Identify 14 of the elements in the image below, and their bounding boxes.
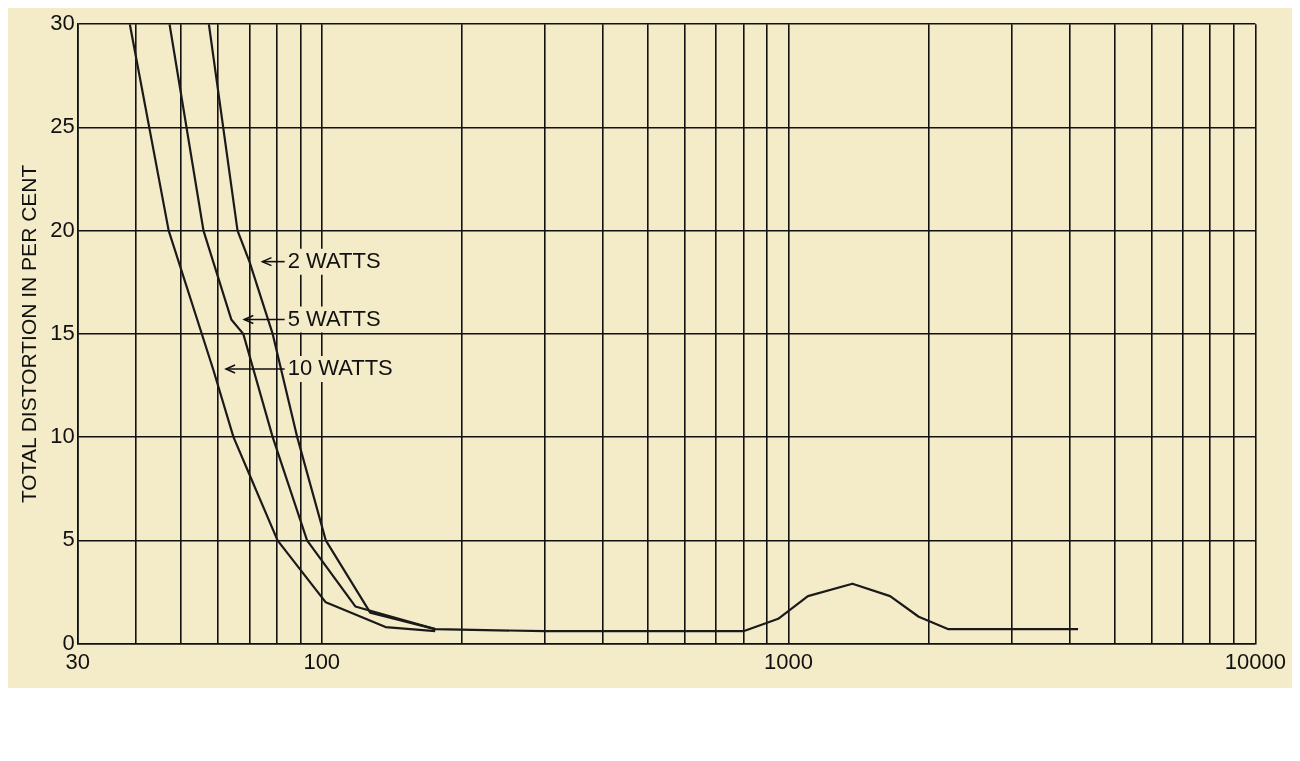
legend-label: 2 WATTS — [287, 247, 381, 273]
y-tick-label: 5 — [62, 526, 75, 552]
legend-label: 5 WATTS — [287, 305, 381, 331]
y-tick-label: 15 — [50, 319, 75, 345]
y-tick-label: 10 — [50, 423, 75, 449]
y-axis-title: TOTAL DISTORTION IN PER CENT — [17, 164, 41, 504]
y-tick-label: 30 — [50, 10, 75, 36]
y-tick-label: 0 — [62, 629, 75, 655]
legend-label: 10 WATTS — [287, 355, 393, 381]
x-tick-label: 1000 — [764, 648, 814, 674]
x-tick-label: 100 — [303, 648, 341, 674]
x-tick-label: 10000 — [1224, 648, 1287, 674]
y-tick-label: 20 — [50, 216, 75, 242]
y-tick-label: 25 — [50, 113, 75, 139]
